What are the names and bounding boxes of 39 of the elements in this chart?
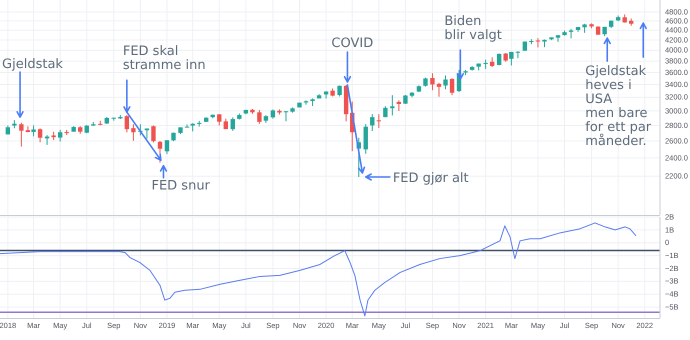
annotation: FED skal stramme inn xyxy=(122,44,206,74)
candlestick xyxy=(131,124,136,142)
candlestick xyxy=(396,100,402,112)
candlestick xyxy=(436,82,442,98)
candlestick xyxy=(443,74,448,90)
annotation: Biden blir valgt xyxy=(444,14,502,44)
candlestick xyxy=(151,124,156,143)
candlestick xyxy=(31,124,36,137)
candlestick xyxy=(602,26,607,37)
candlestick xyxy=(483,59,488,70)
candlestick xyxy=(490,56,494,68)
candlestick xyxy=(430,72,435,91)
candlestick xyxy=(450,78,454,96)
line-series xyxy=(0,222,637,316)
candlestick xyxy=(38,128,42,143)
candlestick xyxy=(370,114,374,132)
candlestick xyxy=(230,116,235,132)
candlestick xyxy=(270,108,276,120)
candlestick xyxy=(257,109,262,124)
candlestick xyxy=(376,114,382,128)
annotation: COVID xyxy=(331,36,374,51)
candlestick xyxy=(496,53,502,66)
candlestick xyxy=(19,122,24,148)
candlestick xyxy=(124,114,130,133)
annotation: FED snur xyxy=(151,178,211,194)
candlestick xyxy=(337,84,342,97)
candlestick xyxy=(44,134,50,146)
candlestick xyxy=(164,139,170,155)
candlestick xyxy=(383,106,388,118)
candlestick xyxy=(568,28,574,39)
candlestick xyxy=(536,38,540,48)
candlestick xyxy=(509,51,514,66)
candlestick xyxy=(217,114,222,126)
annotation: FED gjør alt xyxy=(392,170,469,186)
candlestick xyxy=(58,129,62,142)
annotation: Gjeldstak heves i USA men bare for ett par måneder. xyxy=(585,64,652,150)
candlestick xyxy=(364,124,368,154)
annotation: Gjeldstak xyxy=(2,57,64,72)
candlestick xyxy=(582,23,587,34)
